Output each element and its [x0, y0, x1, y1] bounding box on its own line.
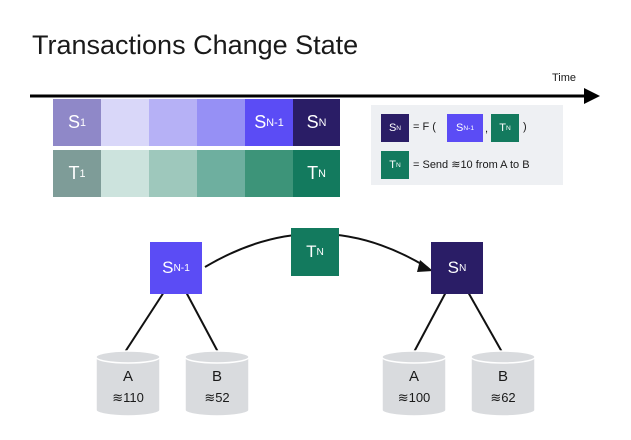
legend-comma: , — [485, 123, 489, 135]
db-right-a-balance: ≋100 — [397, 390, 431, 405]
tx-cell-5 — [245, 150, 293, 197]
db-left-b-name: B — [211, 368, 222, 385]
db-left-a-balance: ≋110 — [112, 390, 144, 405]
db-right-a — [381, 350, 447, 417]
db-left-a — [95, 350, 161, 417]
db-right-b-balance: ≋62 — [490, 390, 516, 405]
db-right-b — [470, 350, 536, 417]
page-title: Transactions Change State — [32, 30, 359, 60]
legend-close-paren: ) — [523, 121, 527, 133]
tx-cell-4 — [197, 150, 245, 197]
transition-arrowhead — [417, 260, 433, 272]
db-left-a-name: A — [122, 368, 133, 385]
state-cell-3 — [149, 99, 197, 146]
node-previous-state: S N-1 — [150, 242, 202, 294]
db-left-b — [184, 350, 250, 417]
tx-cell-3 — [149, 150, 197, 197]
db-right-b-name: B — [497, 368, 508, 385]
legend-function-eq: = F ( — [413, 121, 436, 133]
tx-cell-2 — [101, 150, 149, 197]
state-cell-4 — [197, 99, 245, 146]
legend-prev-state-chip: S N-1 — [447, 114, 483, 142]
timeline-label: Time — [552, 72, 577, 84]
legend-tx-description: = Send ≋10 from A to B — [413, 159, 530, 171]
state-cell-prev: S N-1 — [245, 99, 293, 146]
db-right-a-name: A — [408, 368, 419, 385]
state-cell-2 — [101, 99, 149, 146]
db-left-b-balance: ≋52 — [204, 390, 230, 405]
